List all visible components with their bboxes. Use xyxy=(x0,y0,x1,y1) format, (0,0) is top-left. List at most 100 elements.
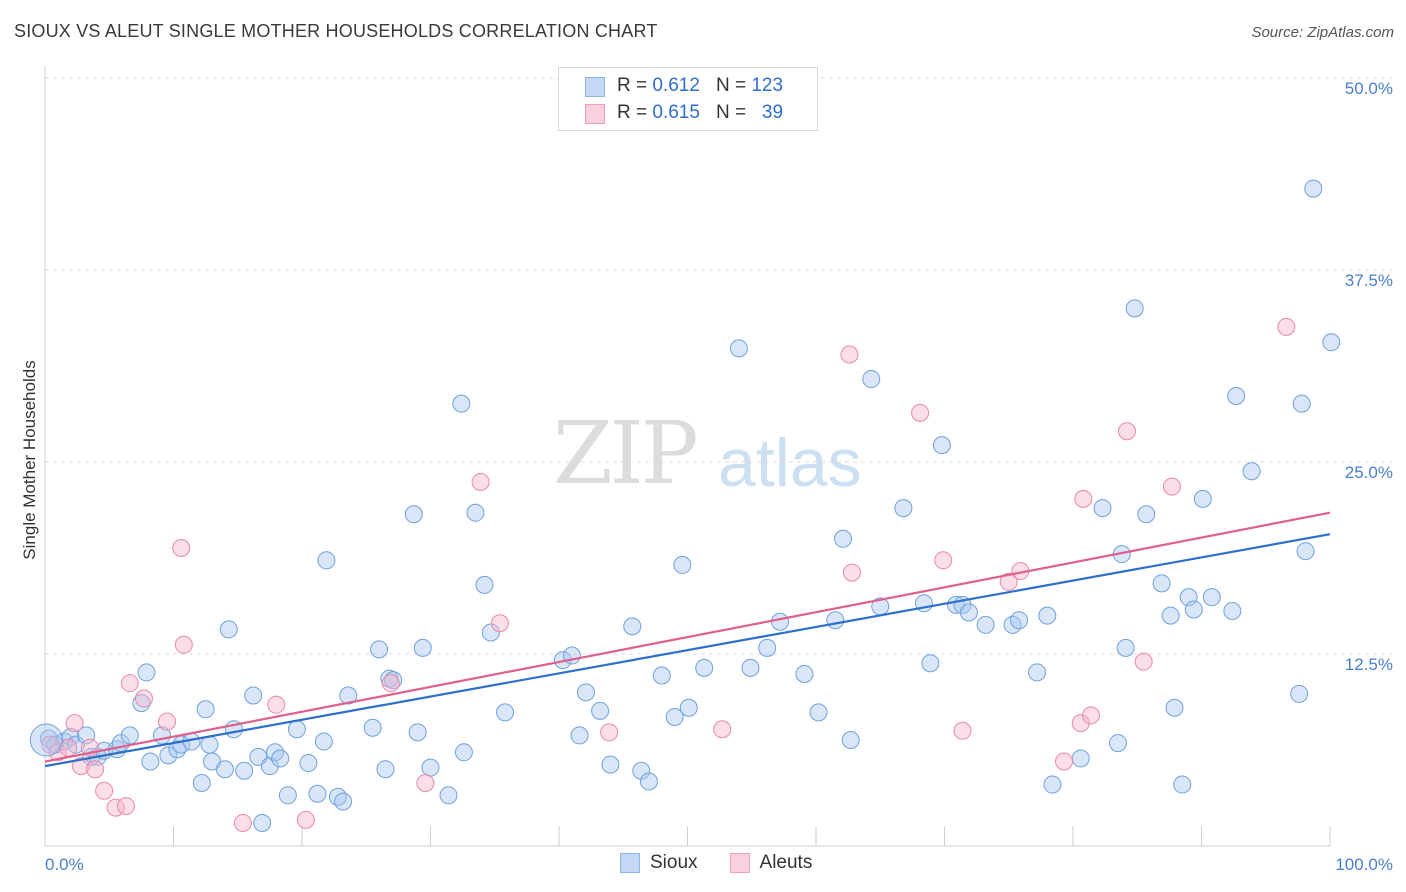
data-point xyxy=(416,774,435,793)
data-point xyxy=(41,735,60,754)
data-point xyxy=(296,810,315,829)
data-point xyxy=(665,707,684,726)
data-point xyxy=(404,505,423,524)
data-point xyxy=(841,731,860,750)
data-point xyxy=(376,760,395,779)
axes xyxy=(44,66,1331,847)
data-point xyxy=(1117,422,1136,441)
data-point xyxy=(116,797,135,816)
legend-label-sioux: Sioux xyxy=(650,852,698,873)
data-point xyxy=(159,746,178,765)
data-point xyxy=(1134,652,1153,671)
data-point xyxy=(71,757,90,776)
data-point xyxy=(729,339,748,358)
data-point xyxy=(911,403,930,422)
data-point xyxy=(421,758,440,777)
data-point xyxy=(1152,574,1171,593)
r-value: 0.612 xyxy=(652,75,700,96)
data-point xyxy=(1071,714,1090,733)
data-point xyxy=(1242,462,1261,481)
data-point xyxy=(679,698,698,717)
data-point xyxy=(1055,752,1074,771)
data-point xyxy=(384,671,403,690)
watermark-zip: ZIP xyxy=(553,404,699,504)
data-point xyxy=(1137,505,1156,524)
data-points xyxy=(29,179,1341,832)
n-value: 123 xyxy=(751,75,784,96)
data-point xyxy=(299,754,318,773)
data-point xyxy=(1071,749,1090,768)
data-point xyxy=(713,720,732,739)
tick-labels: 12.5% 25.0% 37.5% 50.0% 0.0% 100.0% xyxy=(45,79,1393,874)
data-point xyxy=(244,686,263,705)
data-point xyxy=(623,617,642,636)
n-label: N = xyxy=(715,102,747,123)
data-point xyxy=(934,551,953,570)
data-point xyxy=(591,701,610,720)
data-point xyxy=(29,723,63,757)
data-point xyxy=(1304,179,1323,198)
data-point xyxy=(1292,394,1311,413)
data-point xyxy=(253,813,272,832)
data-point xyxy=(921,654,940,673)
data-point xyxy=(466,503,485,522)
data-point xyxy=(287,720,306,739)
data-point xyxy=(809,703,828,722)
data-point xyxy=(576,683,595,702)
data-point xyxy=(894,499,913,518)
data-point xyxy=(932,436,951,455)
data-point xyxy=(475,575,494,594)
data-point xyxy=(260,757,279,776)
x-tick-label: 100.0% xyxy=(1335,855,1393,874)
data-point xyxy=(1093,499,1112,518)
data-point xyxy=(1277,317,1296,336)
correlation-legend: R = 0.612 N = 123 R = 0.615 N = 39 xyxy=(558,67,818,131)
data-point xyxy=(235,761,254,780)
data-point xyxy=(363,718,382,737)
data-point xyxy=(639,772,658,791)
trend-line-aleuts xyxy=(44,511,1331,763)
watermark-atlas: atlas xyxy=(718,425,862,501)
source-label: Source: ZipAtlas.com xyxy=(1251,24,1394,41)
data-point xyxy=(452,394,471,413)
x-tick-label: 0.0% xyxy=(45,855,84,874)
data-point xyxy=(695,658,714,677)
series-sioux xyxy=(39,179,1341,832)
data-point xyxy=(48,743,67,762)
data-point xyxy=(334,792,353,811)
data-point xyxy=(271,749,290,768)
data-point xyxy=(490,614,509,633)
series-aleuts xyxy=(41,317,1296,832)
data-point xyxy=(842,563,861,582)
data-point xyxy=(1028,663,1047,682)
data-point xyxy=(795,664,814,683)
legend-swatch-aleuts xyxy=(585,104,605,124)
legend-row-aleuts: R = 0.615 N = 39 xyxy=(617,100,783,126)
data-point xyxy=(1193,489,1212,508)
data-point xyxy=(1322,333,1341,352)
data-point xyxy=(1010,611,1029,630)
data-point xyxy=(999,572,1018,591)
data-point xyxy=(120,726,139,745)
data-point xyxy=(196,700,215,719)
data-point xyxy=(278,786,297,805)
data-point xyxy=(215,760,234,779)
data-point xyxy=(439,786,458,805)
data-point xyxy=(86,760,105,779)
data-point xyxy=(1108,734,1127,753)
data-point xyxy=(959,603,978,622)
legend-swatch-aleuts xyxy=(729,853,750,873)
r-label: R = xyxy=(617,75,648,96)
n-value: 39 xyxy=(761,102,784,123)
data-point xyxy=(1116,638,1135,657)
data-point xyxy=(1038,606,1057,625)
data-point xyxy=(600,723,619,742)
legend-label-aleuts: Aleuts xyxy=(759,852,813,873)
data-point xyxy=(471,472,490,491)
data-point xyxy=(314,732,333,751)
data-point xyxy=(370,640,389,659)
data-point xyxy=(381,674,400,693)
data-point xyxy=(172,539,191,558)
legend-swatch-sioux xyxy=(585,77,605,97)
